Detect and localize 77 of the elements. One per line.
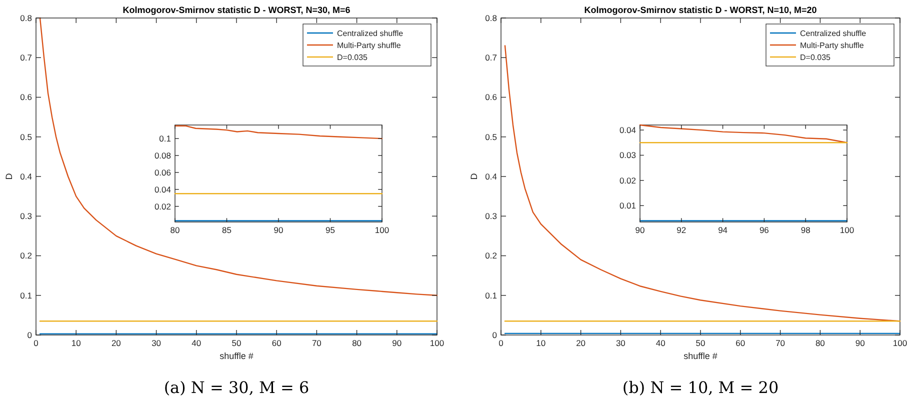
y-tick-label: 0.04: [154, 184, 172, 194]
legend-label: Multi-Party shuffle: [337, 40, 402, 50]
y-tick-label: 0.01: [619, 200, 636, 211]
x-tick-label: 90: [855, 338, 866, 348]
x-tick-label: 60: [272, 338, 282, 348]
x-tick-label: 60: [736, 338, 746, 348]
y-tick-label: 0.6: [485, 92, 498, 102]
y-axis-title: D: [4, 172, 14, 180]
y-tick-label: 0.1: [20, 290, 32, 300]
y-tick-label: 0.4: [20, 171, 32, 182]
x-tick-label: 90: [635, 225, 645, 235]
x-tick-label: 50: [232, 338, 242, 348]
y-tick-label: 0.06: [154, 167, 172, 178]
x-tick-label: 100: [892, 338, 907, 348]
x-tick-label: 80: [170, 225, 180, 235]
y-tick-label: 0.08: [154, 150, 172, 160]
y-tick-label: 0.4: [485, 171, 498, 182]
y-tick-label: 0.1: [159, 134, 172, 144]
y-tick-label: 0.5: [20, 132, 32, 142]
legend-label: Centralized shuffle: [800, 28, 867, 38]
y-axis-title: D: [469, 172, 479, 180]
y-tick-label: 0.8: [485, 12, 498, 23]
legend-label: D=0.035: [800, 52, 832, 62]
y-tick-label: 0.8: [20, 12, 32, 23]
x-axis-title: shuffle #: [220, 351, 254, 361]
x-tick-label: 95: [326, 225, 336, 235]
x-tick-label: 30: [152, 338, 162, 348]
x-tick-label: 40: [192, 338, 202, 348]
x-tick-label: 30: [616, 338, 626, 348]
y-tick-label: 0.3: [485, 211, 498, 222]
x-tick-label: 70: [776, 338, 786, 348]
x-tick-label: 80: [352, 338, 362, 348]
legend-label: Multi-Party shuffle: [800, 40, 864, 50]
y-tick-label: 0.1: [485, 290, 498, 300]
x-tick-label: 85: [222, 225, 232, 235]
x-tick-label: 90: [274, 225, 284, 235]
y-tick-label: 0: [492, 330, 498, 340]
x-tick-label: 20: [576, 338, 586, 348]
line-series: [639, 124, 848, 144]
legend-label: Centralized shuffle: [337, 28, 404, 38]
x-tick-label: 90: [392, 338, 402, 348]
x-tick-label: 50: [696, 338, 706, 348]
y-tick-label: 0.3: [20, 211, 32, 222]
x-tick-label: 10: [71, 338, 82, 348]
y-tick-label: 0.5: [485, 132, 498, 142]
x-tick-label: 70: [312, 338, 322, 348]
x-tick-label: 96: [759, 225, 770, 235]
text: (b) N = 10, M = 20: [622, 378, 779, 397]
y-tick-label: 0.02: [154, 201, 172, 212]
line-series: [174, 125, 383, 140]
x-tick-label: 20: [111, 338, 122, 348]
y-tick-label: 0.2: [20, 250, 32, 261]
x-tick-label: 0: [34, 338, 39, 348]
x-tick-label: 100: [430, 338, 444, 348]
line-series: [39, 17, 438, 296]
y-tick-label: 0.6: [20, 92, 32, 102]
chart-title: Kolmogorov-Smirnov statistic D - WORST, N=10, M=20: [584, 5, 817, 15]
y-tick-label: 0.04: [619, 125, 636, 136]
x-tick-label: 0: [498, 338, 504, 348]
y-tick-label: 0.02: [619, 175, 636, 186]
x-tick-label: 80: [815, 338, 826, 348]
x-tick-label: 40: [656, 338, 666, 348]
x-axis-title: shuffle #: [684, 351, 718, 361]
y-tick-label: 0.7: [485, 52, 498, 63]
y-tick-label: 0: [27, 330, 32, 340]
legend-label: D=0.035: [337, 52, 368, 62]
chart-title: Kolmogorov-Smirnov statistic D - WORST, N=30, M=6: [122, 5, 350, 15]
x-tick-label: 92: [676, 225, 686, 235]
y-tick-label: 0.7: [20, 52, 32, 63]
x-tick-label: 98: [800, 225, 811, 235]
x-tick-label: 94: [718, 225, 728, 235]
x-tick-label: 100: [840, 225, 854, 235]
text: (a) N = 30, M = 6: [164, 378, 310, 397]
x-tick-label: 10: [536, 338, 546, 348]
y-tick-label: 0.2: [485, 250, 498, 261]
y-tick-label: 0.03: [619, 150, 636, 160]
x-tick-label: 100: [374, 225, 390, 235]
